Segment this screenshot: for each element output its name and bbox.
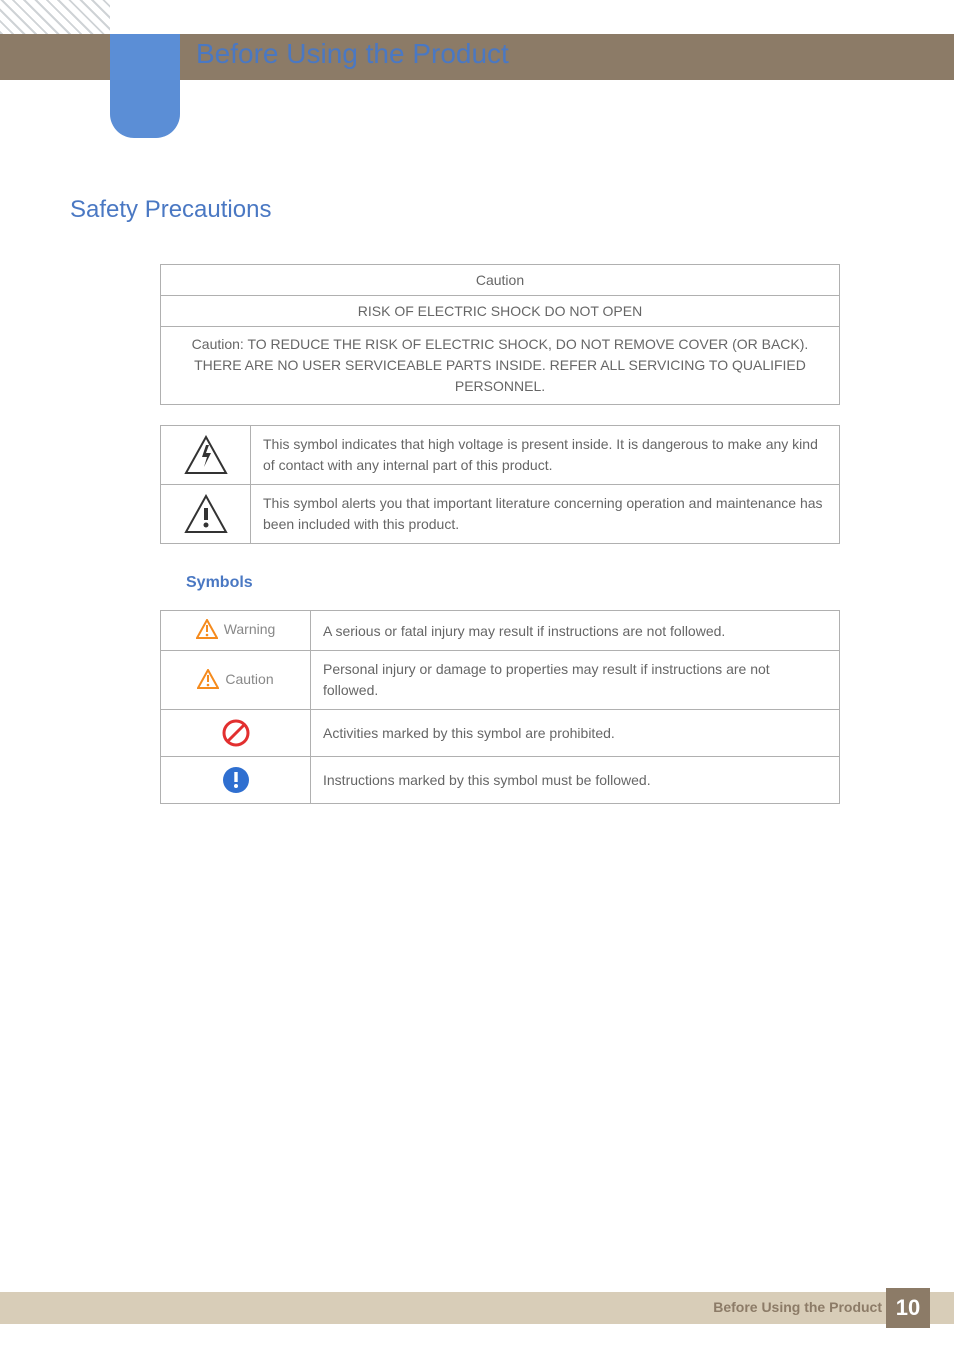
- prohibited-icon-cell: [161, 710, 311, 757]
- table-row: This symbol alerts you that important li…: [161, 485, 840, 544]
- section-title: Safety Precautions: [70, 196, 271, 224]
- high-voltage-icon-cell: [161, 426, 251, 485]
- must-follow-icon-cell: [161, 757, 311, 804]
- caution-label: Caution: [225, 671, 273, 687]
- symbols-table: Warning A serious or fatal injury may re…: [160, 610, 840, 804]
- exclamation-triangle-icon: [184, 494, 228, 534]
- caution-row2: RISK OF ELECTRIC SHOCK DO NOT OPEN: [161, 296, 840, 327]
- caution-row1: Caution: [161, 265, 840, 296]
- high-voltage-icon: [184, 435, 228, 475]
- table-row: Activities marked by this symbol are pro…: [161, 710, 840, 757]
- warning-label: Warning: [224, 621, 276, 637]
- caution-table: Caution RISK OF ELECTRIC SHOCK DO NOT OP…: [160, 264, 840, 405]
- chapter-tab: [110, 34, 180, 138]
- symbols-subheading: Symbols: [186, 574, 840, 592]
- must-follow-desc: Instructions marked by this symbol must …: [311, 757, 840, 804]
- literature-icon-cell: [161, 485, 251, 544]
- warning-desc: A serious or fatal injury may result if …: [311, 611, 840, 651]
- warning-icon: [196, 619, 218, 639]
- prohibited-desc: Activities marked by this symbol are pro…: [311, 710, 840, 757]
- literature-desc: This symbol alerts you that important li…: [251, 485, 840, 544]
- footer-text: Before Using the Product: [713, 1299, 882, 1315]
- must-follow-icon: [221, 765, 251, 795]
- footer-band: Before Using the Product: [0, 1292, 954, 1324]
- caution-label-cell: Caution: [161, 651, 311, 710]
- table-row: Caution Personal injury or damage to pro…: [161, 651, 840, 710]
- table-row: Instructions marked by this symbol must …: [161, 757, 840, 804]
- page-number: 10: [886, 1288, 930, 1328]
- caution-icon: [197, 669, 219, 689]
- symbol-description-table: This symbol indicates that high voltage …: [160, 425, 840, 544]
- warning-label-cell: Warning: [161, 611, 311, 651]
- content-area: Caution RISK OF ELECTRIC SHOCK DO NOT OP…: [160, 264, 840, 804]
- prohibited-icon: [221, 718, 251, 748]
- high-voltage-desc: This symbol indicates that high voltage …: [251, 426, 840, 485]
- caution-row3: Caution: TO REDUCE THE RISK OF ELECTRIC …: [161, 327, 840, 405]
- page-title: Before Using the Product: [196, 38, 509, 70]
- table-row: This symbol indicates that high voltage …: [161, 426, 840, 485]
- caution-desc: Personal injury or damage to properties …: [311, 651, 840, 710]
- table-row: Warning A serious or fatal injury may re…: [161, 611, 840, 651]
